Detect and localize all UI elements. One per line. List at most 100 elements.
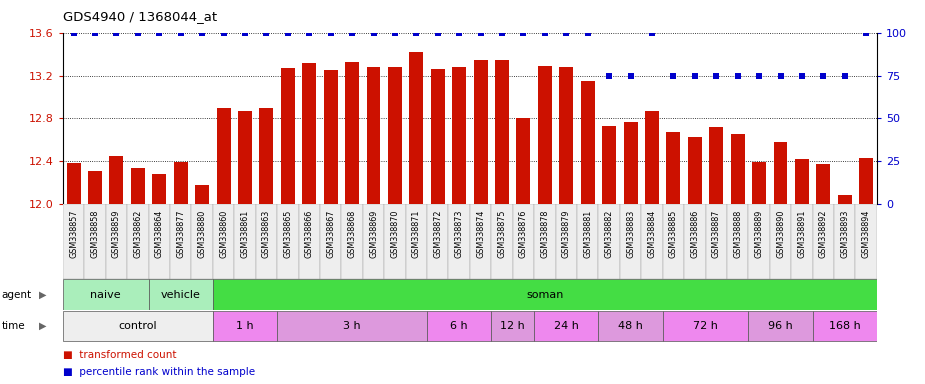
Bar <box>388 67 401 204</box>
Bar <box>174 162 188 204</box>
Point <box>709 73 723 79</box>
Text: ▶: ▶ <box>39 321 46 331</box>
Text: GSM338874: GSM338874 <box>476 210 485 258</box>
Text: GSM338857: GSM338857 <box>69 210 78 258</box>
Point <box>451 30 466 36</box>
Text: GSM338884: GSM338884 <box>648 210 657 258</box>
Bar <box>341 204 363 279</box>
Point <box>302 30 316 36</box>
Point <box>816 73 831 79</box>
Bar <box>238 111 252 204</box>
Text: naive: naive <box>91 290 121 300</box>
Bar <box>666 132 681 204</box>
Text: agent: agent <box>2 290 32 300</box>
Bar <box>259 108 274 204</box>
Bar <box>109 156 123 204</box>
Text: GSM338888: GSM338888 <box>734 210 742 258</box>
Bar <box>281 68 295 204</box>
Point <box>345 30 360 36</box>
Text: GSM338862: GSM338862 <box>133 210 142 258</box>
Bar <box>641 204 662 279</box>
Point <box>67 30 81 36</box>
Bar <box>105 204 127 279</box>
Point <box>130 30 145 36</box>
Point <box>858 30 873 36</box>
Bar <box>773 142 787 204</box>
Point <box>88 30 103 36</box>
Bar <box>598 204 620 279</box>
Point <box>623 73 638 79</box>
Bar <box>859 158 873 204</box>
Point <box>366 30 381 36</box>
Point <box>238 30 253 36</box>
Bar <box>345 62 359 204</box>
Bar <box>662 204 684 279</box>
Text: GSM338872: GSM338872 <box>433 210 442 258</box>
Point <box>495 30 510 36</box>
Text: 168 h: 168 h <box>829 321 860 331</box>
Text: GSM338869: GSM338869 <box>369 210 378 258</box>
Bar <box>834 204 856 279</box>
Bar <box>84 204 105 279</box>
Bar <box>856 204 877 279</box>
Bar <box>684 204 706 279</box>
Bar <box>662 311 748 341</box>
Point <box>559 30 574 36</box>
Point <box>730 73 745 79</box>
Bar <box>63 311 213 341</box>
Point <box>666 73 681 79</box>
Bar <box>406 204 427 279</box>
Bar <box>706 204 727 279</box>
Bar <box>63 204 84 279</box>
Text: GSM338863: GSM338863 <box>262 210 271 258</box>
Text: GSM338859: GSM338859 <box>112 210 121 258</box>
Bar <box>234 204 255 279</box>
Text: GDS4940 / 1368044_at: GDS4940 / 1368044_at <box>63 10 217 23</box>
Point <box>516 30 531 36</box>
Point <box>323 30 338 36</box>
Point <box>409 30 424 36</box>
Text: GSM338878: GSM338878 <box>540 210 549 258</box>
Bar <box>495 60 509 204</box>
Point <box>752 73 767 79</box>
Text: 72 h: 72 h <box>693 321 718 331</box>
Bar <box>299 204 320 279</box>
Text: soman: soman <box>526 290 563 300</box>
Bar <box>538 66 552 204</box>
Text: 3 h: 3 h <box>343 321 361 331</box>
Text: 6 h: 6 h <box>450 321 468 331</box>
Text: GSM338886: GSM338886 <box>690 210 699 258</box>
Point <box>474 30 488 36</box>
Bar <box>727 204 748 279</box>
Text: GSM338865: GSM338865 <box>283 210 292 258</box>
Bar <box>620 204 641 279</box>
Text: GSM338883: GSM338883 <box>626 210 635 258</box>
Bar <box>410 52 424 204</box>
Bar <box>577 204 598 279</box>
Point <box>645 30 660 36</box>
Text: 96 h: 96 h <box>768 321 793 331</box>
Bar <box>470 204 491 279</box>
Text: ■  percentile rank within the sample: ■ percentile rank within the sample <box>63 367 255 377</box>
Bar <box>491 311 534 341</box>
Text: GSM338879: GSM338879 <box>561 210 571 258</box>
Text: 48 h: 48 h <box>618 321 643 331</box>
Bar <box>598 311 662 341</box>
Text: GSM338866: GSM338866 <box>304 210 314 258</box>
Text: GSM338875: GSM338875 <box>498 210 507 258</box>
Bar <box>602 126 616 204</box>
Point <box>773 73 788 79</box>
Text: control: control <box>118 321 157 331</box>
Text: GSM338861: GSM338861 <box>240 210 250 258</box>
Bar <box>491 204 512 279</box>
Bar <box>431 70 445 204</box>
Bar <box>688 137 702 204</box>
Bar <box>213 311 278 341</box>
Text: GSM338860: GSM338860 <box>219 210 228 258</box>
Bar <box>791 204 813 279</box>
Text: time: time <box>2 321 26 331</box>
Text: GSM338890: GSM338890 <box>776 210 785 258</box>
Text: GSM338870: GSM338870 <box>390 210 400 258</box>
Bar <box>534 204 556 279</box>
Bar <box>752 162 766 204</box>
